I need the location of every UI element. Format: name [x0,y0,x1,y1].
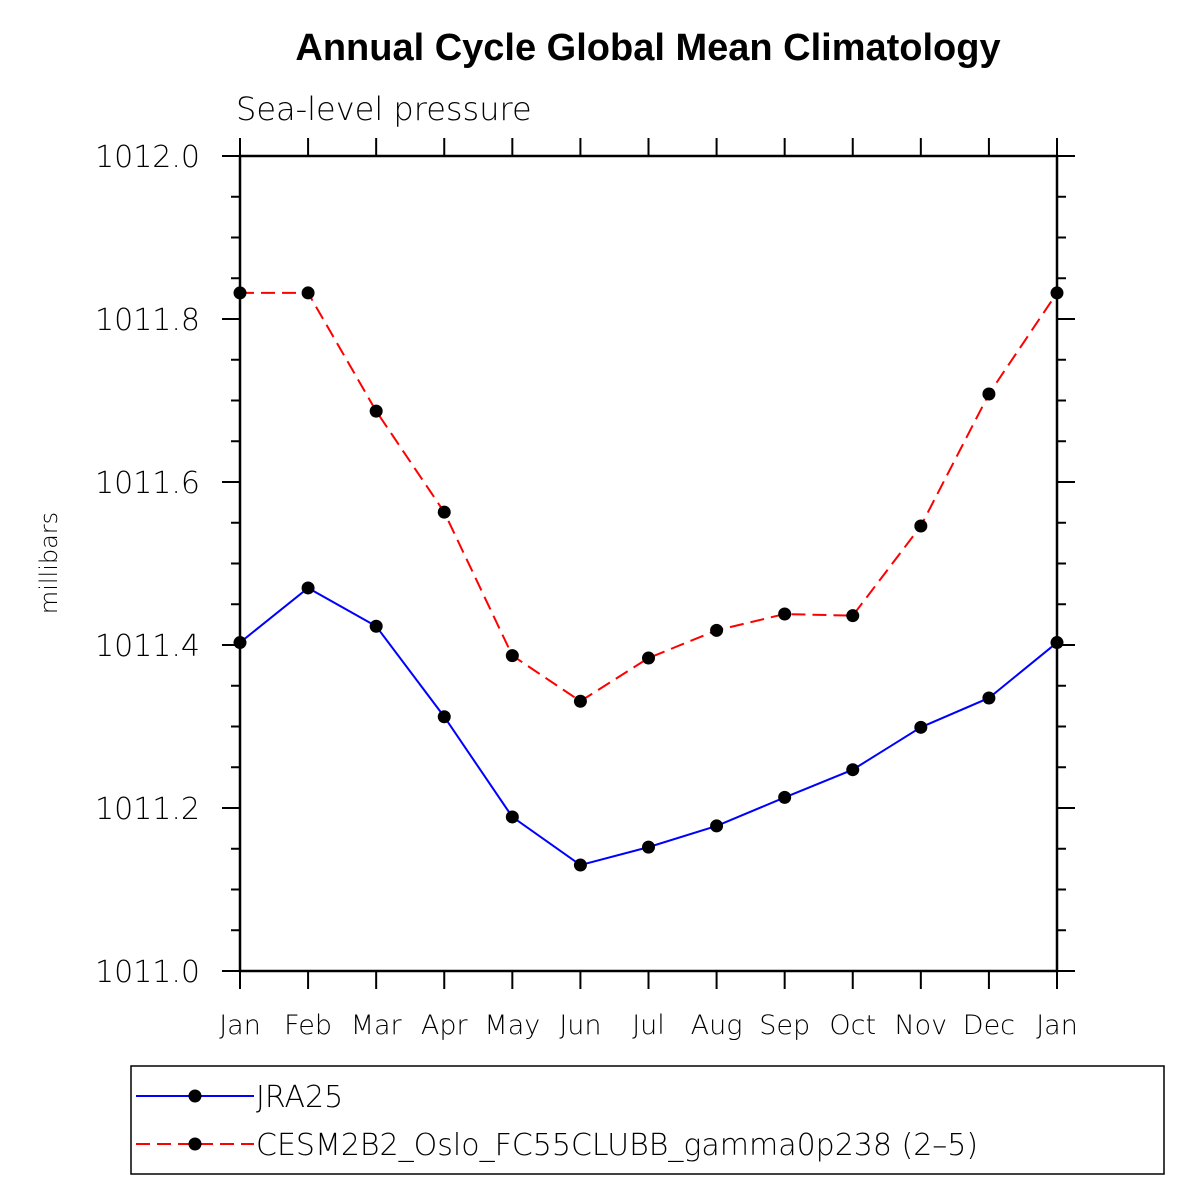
legend-label-cesm2: CESM2B2_Oslo_FC55CLUBB_gamma0p238 (2–5) [256,1128,978,1163]
data-point-series0 [778,790,792,804]
x-tick-label: Jan [219,1010,261,1041]
axis-ticks [222,138,1075,989]
series-line-1 [240,291,1058,703]
x-tick-label: Feb [284,1010,332,1041]
data-point-series0 [573,858,587,872]
data-point-series0 [642,840,655,854]
data-point-series0 [437,710,451,724]
x-tick-label: Jul [632,1010,665,1041]
data-point-series1 [505,649,519,663]
data-point-series0 [505,810,519,824]
y-tick-label: 1011.2 [95,792,200,827]
legend-label-jra25: JRA25 [256,1080,343,1115]
x-tick-label: Aug [691,1010,743,1041]
data-point-series1 [642,651,655,665]
data-point-series1 [846,609,860,623]
y-tick-labels: 1011.0 1011.2 1011.4 1011.6 1011.8 1012.0 [95,140,200,990]
legend: JRA25 CESM2B2_Oslo_FC55CLUBB_gamma0p238 … [130,1065,1165,1175]
data-point-series1 [982,387,996,401]
legend-marker-cesm2 [188,1137,202,1151]
x-tick-labels: Jan Feb Mar Apr May Jun Jul Aug Sep Oct Nov Dec Jan [219,1010,1078,1041]
data-point-series1 [710,623,724,637]
legend-marker-jra25 [188,1089,202,1103]
series-layer [233,286,1064,872]
y-tick-label: 1011.8 [95,303,200,338]
x-tick-label: Jun [559,1010,601,1041]
y-axis-label: millibars [35,512,63,614]
data-point-series1 [301,286,315,300]
chart-subtitle: Sea-level pressure [236,90,532,128]
x-tick-label: May [484,1010,540,1041]
y-tick-label: 1011.6 [95,466,200,501]
legend-box [130,1065,1165,1175]
x-tick-label: Nov [894,1010,947,1041]
series-line-0 [239,586,1058,867]
chart-title: Annual Cycle Global Mean Climatology [295,27,1000,69]
data-point-series0 [710,819,724,833]
x-tick-label: Oct [829,1010,876,1041]
x-tick-label: Apr [421,1010,469,1041]
data-point-series1 [778,607,792,621]
data-point-series1 [437,505,451,519]
data-point-series1 [369,404,383,418]
data-point-series0 [301,581,315,595]
data-point-series0 [982,691,996,705]
x-tick-label: Jan [1036,1010,1078,1041]
y-tick-label: 1011.0 [95,955,200,990]
x-tick-label: Mar [351,1010,403,1041]
y-tick-label: 1011.4 [95,629,200,664]
y-tick-label: 1012.0 [95,140,200,175]
data-point-series0 [914,720,928,734]
x-tick-label: Dec [963,1010,1015,1041]
x-tick-label: Sep [759,1010,810,1041]
data-point-series1 [914,519,928,533]
data-point-series1 [573,694,587,708]
data-point-series0 [369,619,383,633]
plot-frame [238,154,1059,973]
data-point-series0 [846,763,860,777]
